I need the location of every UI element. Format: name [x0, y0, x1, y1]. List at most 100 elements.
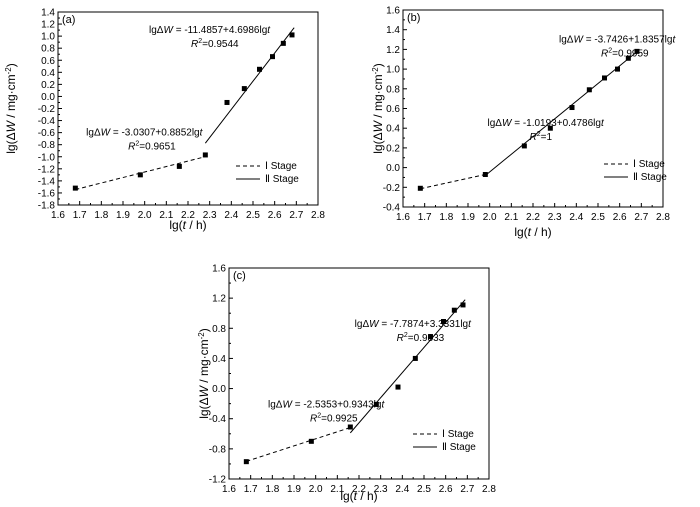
- panel-c-legend-label-1: Ⅰ Stage: [442, 429, 474, 440]
- panel-a-legend-label-1: Ⅰ Stage: [265, 161, 297, 172]
- panel-a-y-tick-label: -0.6: [38, 128, 56, 139]
- panel-b-x-tick-label: 2.0: [483, 212, 497, 223]
- panel-a-x-tick-label: 2.4: [224, 210, 238, 221]
- panel-b-x-tick-label: 1.6: [396, 212, 410, 223]
- panel-a-data-point: [224, 99, 230, 105]
- panel-c-x-tick-label: 2.0: [309, 484, 323, 495]
- panel-a-y-tick-label: -0.4: [38, 116, 56, 127]
- panel-c-x-tick-label: 1.6: [222, 484, 236, 495]
- panel-b-x-tick-label: 2.8: [656, 212, 670, 223]
- panel-a-x-tick-label: 2.8: [311, 210, 325, 221]
- panel-b-data-point: [547, 125, 553, 131]
- panel-c-y-tick-label: -0.8: [209, 444, 227, 455]
- panel-b-data-point: [602, 75, 607, 81]
- panel-a-x-tick-label: 1.8: [94, 210, 108, 221]
- panel-b-y-tick-label: 0.6: [386, 104, 400, 115]
- panel-a-fit-line-stage-ii: [204, 27, 295, 144]
- panel-c-x-tick-label: 2.6: [439, 484, 453, 495]
- panel-b-chart: 1.6 1.7 1.8 1.9 2.0 2.1 2.2 2.3 2.4 2.5 2.6 2.7 2.8 -…: [371, 6, 676, 240]
- panel-a-legend-label-2: Ⅱ Stage: [265, 174, 299, 185]
- panel-c-data-point: [428, 334, 433, 340]
- panel-a-x-tick-label: 1.6: [51, 210, 65, 221]
- panel-c-x-tick-label: 2.5: [417, 484, 431, 495]
- panel-b-x-tick-label: 2.5: [591, 212, 605, 223]
- panel-b-x-tick-label: 2.7: [634, 212, 648, 223]
- panel-c-y-tick-label: 0.4: [212, 354, 226, 365]
- panel-c-data-point: [412, 355, 418, 361]
- panel-b-x-axis-label: lg(t / h): [514, 225, 551, 239]
- panel-a-x-tick-label: 2.1: [159, 210, 173, 221]
- panel-b-data-point: [586, 87, 592, 93]
- panel-b-y-tick-label: 1.0: [386, 65, 400, 76]
- panel-c-x-tick-label: 1.8: [265, 484, 279, 495]
- panel-a-y-tick-label: -0.2: [38, 104, 56, 115]
- panel-a-y-tick-label: -0.8: [38, 140, 56, 151]
- panel-b-data-point: [625, 55, 631, 61]
- panel-b-legend-label-1: Ⅰ Stage: [633, 159, 665, 170]
- panel-b-y-tick-label: 1.6: [386, 6, 400, 17]
- panel-a-chart: 1.6 1.7 1.8 1.9 2.0 2.1 2.2 2.3 2.4 2.5 2.6 2.7 2.8 -…: [4, 8, 325, 233]
- panel-a-y-tick-label: 1.0: [41, 32, 55, 43]
- panel-c-legend-label-2: Ⅱ Stage: [442, 442, 476, 453]
- panel-a-data-point: [137, 172, 143, 178]
- panel-a-x-tick-label: 2.5: [246, 210, 260, 221]
- panel-a-r-squared-1: R2=0.9544: [191, 38, 239, 50]
- panel-b-legend-label-2: Ⅱ Stage: [633, 172, 667, 183]
- panel-c-y-tick-label: 0.0: [212, 384, 226, 395]
- panel-c-data-point: [441, 319, 446, 325]
- panel-a-data-point: [241, 86, 247, 92]
- panel-b-data-point: [482, 171, 488, 177]
- panel-c-equation-1: lgΔW = -7.7874+3.3331lgt: [355, 319, 472, 330]
- panel-a-x-axis-label: lg(t / h): [169, 218, 206, 232]
- panel-c-y-tick-label: -0.4: [209, 414, 227, 425]
- panel-c-x-tick-label: 1.7: [244, 484, 258, 495]
- panel-a-y-tick-label: 0.6: [41, 56, 55, 67]
- panel-a-y-tick-label: 1.4: [41, 8, 55, 19]
- panel-b-x-tick-label: 1.7: [418, 212, 432, 223]
- panel-a-y-tick-label: -1.8: [38, 201, 56, 212]
- panel-c-y-axis-label: lg(ΔW / mg·cm-2): [197, 328, 211, 418]
- panel-b-y-tick-label: 0.2: [386, 143, 400, 154]
- panel-b-y-tick-label: -0.4: [383, 203, 401, 214]
- panel-a-y-tick-label: -1.4: [38, 176, 56, 187]
- panel-a-legend: Ⅰ Stage Ⅱ Stage: [236, 161, 299, 185]
- panel-c-y-tick-label: 0.8: [212, 324, 226, 335]
- panel-a-label: (a): [62, 14, 75, 26]
- panel-c-data-point: [308, 438, 314, 444]
- panel-b-data-point: [417, 185, 423, 191]
- panel-c-y-tick-label: -1.2: [209, 475, 227, 486]
- panel-a-x-tick-label: 1.7: [73, 210, 87, 221]
- panel-b-y-tick-label: -0.2: [383, 183, 401, 194]
- panel-c-legend: Ⅰ Stage Ⅱ Stage: [413, 429, 476, 453]
- panel-b-data-point: [521, 143, 527, 149]
- panel-b-y-tick-label: 1.2: [386, 45, 400, 56]
- panel-b-legend: Ⅰ Stage Ⅱ Stage: [604, 159, 667, 183]
- panel-b-y-tick-label: 0.0: [386, 163, 400, 174]
- panel-c-x-tick-label: 2.2: [352, 484, 366, 495]
- panel-c-x-tick-label: 1.9: [287, 484, 301, 495]
- panel-a-x-tick-label: 2.6: [268, 210, 282, 221]
- panel-c-data-point: [451, 307, 457, 313]
- panel-c-data-point: [460, 302, 466, 308]
- panel-b-equation-1: lgΔW = -3.7426+1.8357lgt: [559, 35, 676, 46]
- panel-a-data-point: [72, 185, 78, 191]
- panel-c-x-tick-label: 2.3: [374, 484, 388, 495]
- panel-a-data-point: [280, 40, 286, 46]
- panel-a-y-tick-label: 0.4: [41, 68, 55, 79]
- panel-b-y-tick-label: 0.8: [386, 84, 400, 95]
- panel-a-y-tick-label: -1.6: [38, 188, 56, 199]
- panel-c-label: (c): [233, 270, 246, 282]
- panel-b-x-tick-label: 2.3: [548, 212, 562, 223]
- panel-b-data-point: [615, 66, 620, 72]
- panel-a-y-tick-label: 0.8: [41, 44, 55, 55]
- panel-c-data-point: [395, 384, 401, 390]
- panel-b-equation-2: lgΔW = -1.0193+0.4786lgt: [488, 118, 605, 129]
- panel-b-x-tick-label: 2.6: [613, 212, 627, 223]
- panel-b-fit-line-stage-ii: [485, 49, 640, 176]
- panel-c-data-point: [243, 459, 249, 465]
- panel-b-r-squared-1: R2=0.9959: [601, 48, 649, 60]
- panel-b-data-point: [569, 105, 575, 111]
- panel-b-y-axis-label: lg(ΔW / mg·cm-2): [371, 63, 385, 153]
- panel-c-data-point: [347, 424, 353, 430]
- panel-b-x-tick-label: 1.8: [439, 212, 453, 223]
